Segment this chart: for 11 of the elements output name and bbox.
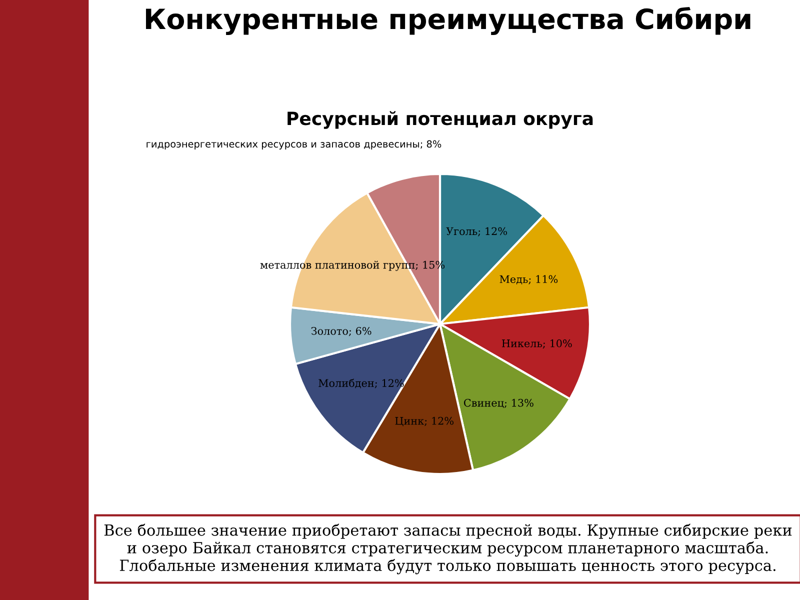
text: Все большее значение приобретают запасы пресной воды. Крупные сибирские реки и озеро Байкал становятся стратегическим ресурсом планетарного масштаба. Глобальные изменения климата будут только повышать ценность этого ресурса. xyxy=(104,524,792,574)
slice-label: Свинец; 13% xyxy=(464,398,534,408)
chart-title: Конкурентные преимущества Сибири xyxy=(146,6,750,36)
slice-label: Молибден; 12% xyxy=(318,378,404,388)
slice-label: гидроэнергетических ресурсов и запасов древесины; 8% xyxy=(146,140,442,150)
chart-subtitle: Ресурсный потенциал округа xyxy=(288,111,593,129)
slice-label: Уголь; 12% xyxy=(446,227,507,236)
slice-label: Цинк; 12% xyxy=(395,416,454,426)
slice-label: Золото; 6% xyxy=(311,326,372,336)
slice-label: Никель; 10% xyxy=(502,339,572,349)
slice-label: Медь; 11% xyxy=(500,275,558,284)
